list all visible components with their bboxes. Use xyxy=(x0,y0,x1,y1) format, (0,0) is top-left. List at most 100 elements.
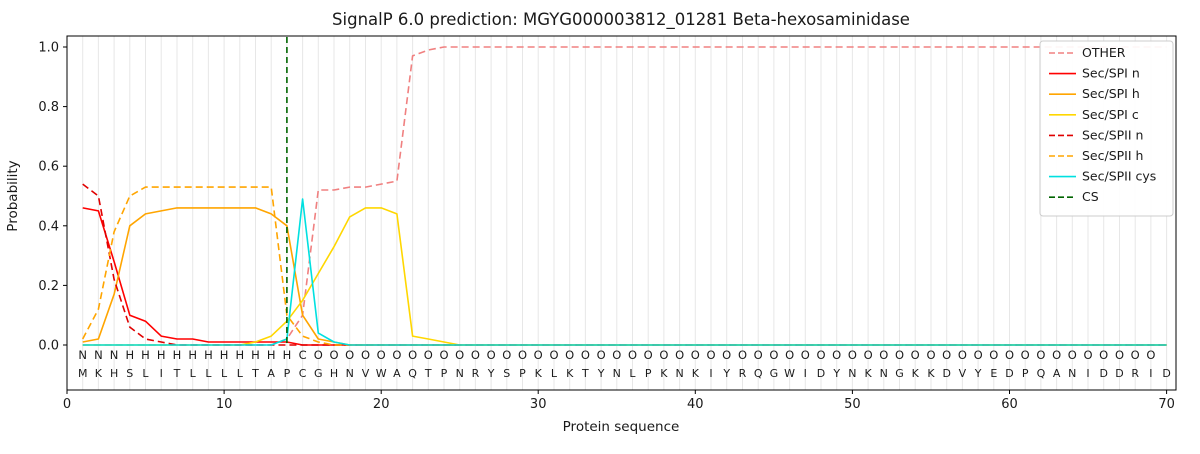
sequence-letter: N xyxy=(675,367,683,380)
region-label: H xyxy=(173,348,182,362)
series-sec-spi-n xyxy=(82,207,1167,346)
y-tick-label: 0.0 xyxy=(38,339,59,354)
x-tick-label: 70 xyxy=(1158,397,1175,412)
sequence-letter: A xyxy=(1053,367,1061,380)
region-label: O xyxy=(738,348,747,362)
x-tick-label: 30 xyxy=(530,397,547,412)
region-label: H xyxy=(204,348,213,362)
sequence-rows: NMNKNHHSHLHIHTHLHLHLHLHTHAHPCCOGOHONOVOW… xyxy=(78,348,1171,380)
region-label: N xyxy=(110,348,119,362)
chart-title: SignalP 6.0 prediction: MGYG000003812_01… xyxy=(332,10,910,30)
legend-label-cs: CS xyxy=(1082,189,1099,204)
region-label: C xyxy=(299,348,307,362)
region-label: O xyxy=(518,348,527,362)
series-sec-spii-h xyxy=(81,186,1167,346)
sequence-letter: T xyxy=(581,367,589,380)
sequence-letter: Y xyxy=(487,367,495,380)
sequence-letter: R xyxy=(472,367,480,380)
sequence-letter: S xyxy=(503,367,510,380)
legend-label-sec-spii-h: Sec/SPII h xyxy=(1082,148,1143,163)
sequence-letter: K xyxy=(535,367,543,380)
y-tick-label: 0.6 xyxy=(38,160,59,175)
region-label: O xyxy=(911,348,920,362)
region-label: O xyxy=(926,348,935,362)
series-sec-spi-c xyxy=(82,207,1167,346)
region-label: O xyxy=(644,348,653,362)
region-label: O xyxy=(487,348,496,362)
sequence-letter: S xyxy=(126,367,133,380)
sequence-letter: P xyxy=(441,367,448,380)
region-label: O xyxy=(329,348,338,362)
sequence-letter: L xyxy=(205,367,212,380)
sequence-letter: N xyxy=(880,367,888,380)
region-label: H xyxy=(283,348,292,362)
region-label: O xyxy=(565,348,574,362)
region-label: O xyxy=(816,348,825,362)
x-tick-label: 50 xyxy=(844,397,861,412)
sequence-letter: W xyxy=(784,367,795,380)
sequence-letter: D xyxy=(942,367,950,380)
legend-label-sec-spi-h: Sec/SPI h xyxy=(1082,86,1140,101)
sequence-letter: H xyxy=(110,367,118,380)
sequence-letter: K xyxy=(927,367,935,380)
sequence-letter: Y xyxy=(722,367,730,380)
series-sec-spi-h xyxy=(82,207,1167,346)
sequence-letter: Y xyxy=(597,367,605,380)
region-label: O xyxy=(314,348,323,362)
region-label: O xyxy=(722,348,731,362)
x-tick-label: 40 xyxy=(687,397,704,412)
legend-box xyxy=(1039,40,1174,217)
sequence-letter: R xyxy=(1131,367,1139,380)
x-tick-label: 20 xyxy=(373,397,390,412)
region-label: O xyxy=(1021,348,1030,362)
sequence-letter: I xyxy=(160,367,163,380)
sequence-letter: N xyxy=(1068,367,1076,380)
region-label: O xyxy=(1115,348,1124,362)
region-label: O xyxy=(989,348,998,362)
plot-area: 0.00.20.40.60.81.00 10 20 30 40 50 60 70NMNKNHH… xyxy=(38,35,1177,412)
sequence-letter: E xyxy=(990,367,997,380)
region-label: O xyxy=(1036,348,1045,362)
gridlines xyxy=(82,36,1168,390)
sequence-letter: T xyxy=(251,367,259,380)
sequence-letter: M xyxy=(78,367,88,380)
sequence-letter: P xyxy=(284,367,291,380)
region-label: O xyxy=(958,348,967,362)
sequence-letter: T xyxy=(424,367,432,380)
sequence-letter: W xyxy=(376,367,387,380)
region-label: O xyxy=(864,348,873,362)
region-label: O xyxy=(502,348,511,362)
region-label: O xyxy=(1146,348,1155,362)
sequence-letter: P xyxy=(645,367,652,380)
sequence-letter: P xyxy=(1022,367,1029,380)
sequence-letter: D xyxy=(1115,367,1123,380)
y-tick-label: 1.0 xyxy=(38,41,59,56)
region-label: N xyxy=(94,348,103,362)
sequence-letter: I xyxy=(1086,367,1089,380)
sequence-letter: V xyxy=(959,367,967,380)
region-label: O xyxy=(785,348,794,362)
region-label: O xyxy=(581,348,590,362)
region-label: O xyxy=(392,348,401,362)
region-label: O xyxy=(597,348,606,362)
y-axis-label: Probability xyxy=(5,160,21,231)
region-label: O xyxy=(1052,348,1061,362)
region-label: O xyxy=(549,348,558,362)
region-label: O xyxy=(424,348,433,362)
region-label: H xyxy=(251,348,260,362)
plot-border xyxy=(66,35,1177,391)
sequence-letter: N xyxy=(346,367,354,380)
sequence-letter: D xyxy=(1005,367,1013,380)
region-label: H xyxy=(157,348,166,362)
region-label: O xyxy=(455,348,464,362)
sequence-letter: L xyxy=(221,367,228,380)
sequence-letter: D xyxy=(1099,367,1107,380)
legend-label-sec-spii-n: Sec/SPII n xyxy=(1082,127,1143,142)
region-label: O xyxy=(612,348,621,362)
sequence-letter: L xyxy=(551,367,558,380)
sequence-letter: Y xyxy=(832,367,840,380)
region-label: O xyxy=(895,348,904,362)
sequence-letter: K xyxy=(660,367,668,380)
sequence-letter: T xyxy=(173,367,181,380)
